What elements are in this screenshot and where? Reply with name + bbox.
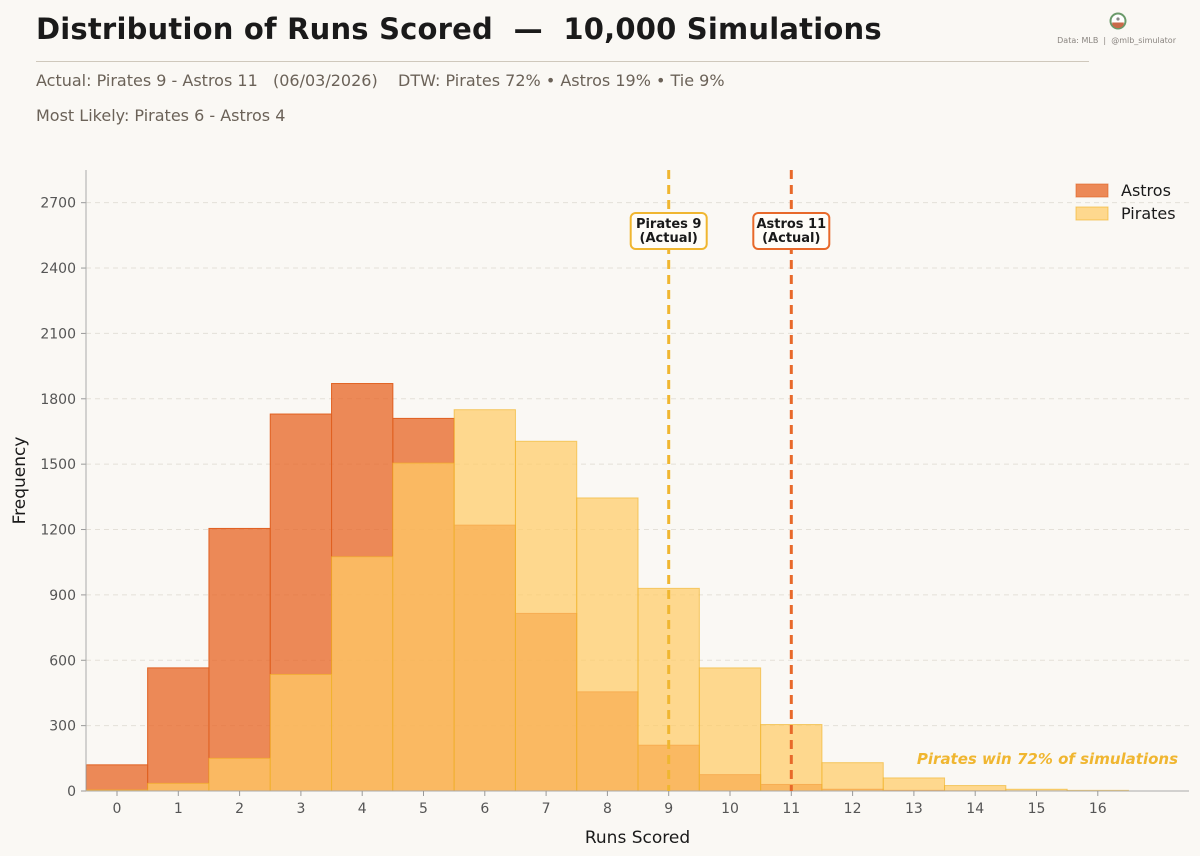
bar-astros	[85, 764, 149, 792]
bar-pirates	[453, 409, 516, 792]
bar-pirates	[392, 462, 455, 792]
legend-label-astros: Astros	[1121, 181, 1171, 200]
y-tick-label: 1800	[40, 392, 76, 408]
x-tick-label: 1	[174, 801, 183, 817]
x-tick-label: 2	[235, 801, 244, 817]
y-axis-label: Frequency	[10, 437, 30, 525]
subtitle-actual-result: Actual: Pirates 9 - Astros 11 (06/03/202…	[36, 71, 725, 90]
legend-swatch-pirates	[1075, 206, 1109, 221]
actual-score-label: Astros 11	[756, 217, 826, 232]
bar-pirates	[698, 667, 762, 792]
legend-label-pirates: Pirates	[1121, 204, 1176, 223]
actual-score-label: (Actual)	[640, 231, 698, 246]
bar-pirates	[576, 497, 639, 792]
y-tick-label: 0	[67, 784, 76, 800]
actual-score-label: Pirates 9	[636, 217, 702, 232]
x-tick-label: 0	[113, 801, 122, 817]
y-tick-label: 300	[49, 719, 76, 735]
x-tick-label: 14	[966, 801, 984, 817]
win-probability-annotation: Pirates win 72% of simulations	[917, 750, 1178, 768]
x-tick-label: 13	[905, 801, 923, 817]
y-tick-label: 1200	[40, 523, 76, 539]
legend-swatch-astros	[1075, 183, 1109, 198]
page-title: Distribution of Runs Scored — 10,000 Sim…	[36, 12, 882, 46]
bar-pirates	[821, 762, 884, 792]
baseball-logo-icon	[1109, 12, 1127, 30]
subtitle-most-likely: Most Likely: Pirates 6 - Astros 4	[36, 106, 286, 125]
x-tick-label: 10	[721, 801, 739, 817]
bar-pirates	[147, 782, 210, 792]
x-tick-label: 3	[296, 801, 305, 817]
bar-pirates	[331, 556, 394, 792]
x-tick-label: 6	[480, 801, 489, 817]
x-tick-label: 9	[664, 801, 673, 817]
bar-astros	[208, 527, 271, 792]
bar-pirates	[269, 673, 333, 792]
x-tick-label: 7	[542, 801, 551, 817]
x-tick-label: 16	[1089, 801, 1107, 817]
x-tick-label: 12	[844, 801, 862, 817]
bar-astros	[147, 667, 210, 792]
y-tick-label: 2400	[40, 261, 76, 277]
y-tick-label: 2700	[40, 196, 76, 212]
y-tick-label: 600	[49, 653, 76, 669]
x-tick-label: 5	[419, 801, 428, 817]
bar-pirates	[944, 785, 1007, 792]
bar-pirates	[514, 440, 578, 792]
data-credit: Data: MLB | @mlb_simulator	[1057, 36, 1176, 45]
x-tick-label: 11	[782, 801, 800, 817]
x-axis-label: Runs Scored	[585, 828, 690, 848]
y-tick-label: 1500	[40, 457, 76, 473]
y-tick-label: 900	[49, 588, 76, 604]
actual-score-label-box	[629, 212, 708, 250]
bar-pirates	[208, 757, 271, 792]
x-tick-label: 15	[1028, 801, 1046, 817]
actual-score-label: (Actual)	[762, 231, 820, 246]
actual-score-label-box	[752, 212, 831, 250]
title-divider	[36, 61, 1089, 62]
bar-pirates	[882, 777, 946, 792]
x-tick-label: 8	[603, 801, 612, 817]
x-tick-label: 4	[358, 801, 367, 817]
y-tick-label: 2100	[40, 326, 76, 342]
